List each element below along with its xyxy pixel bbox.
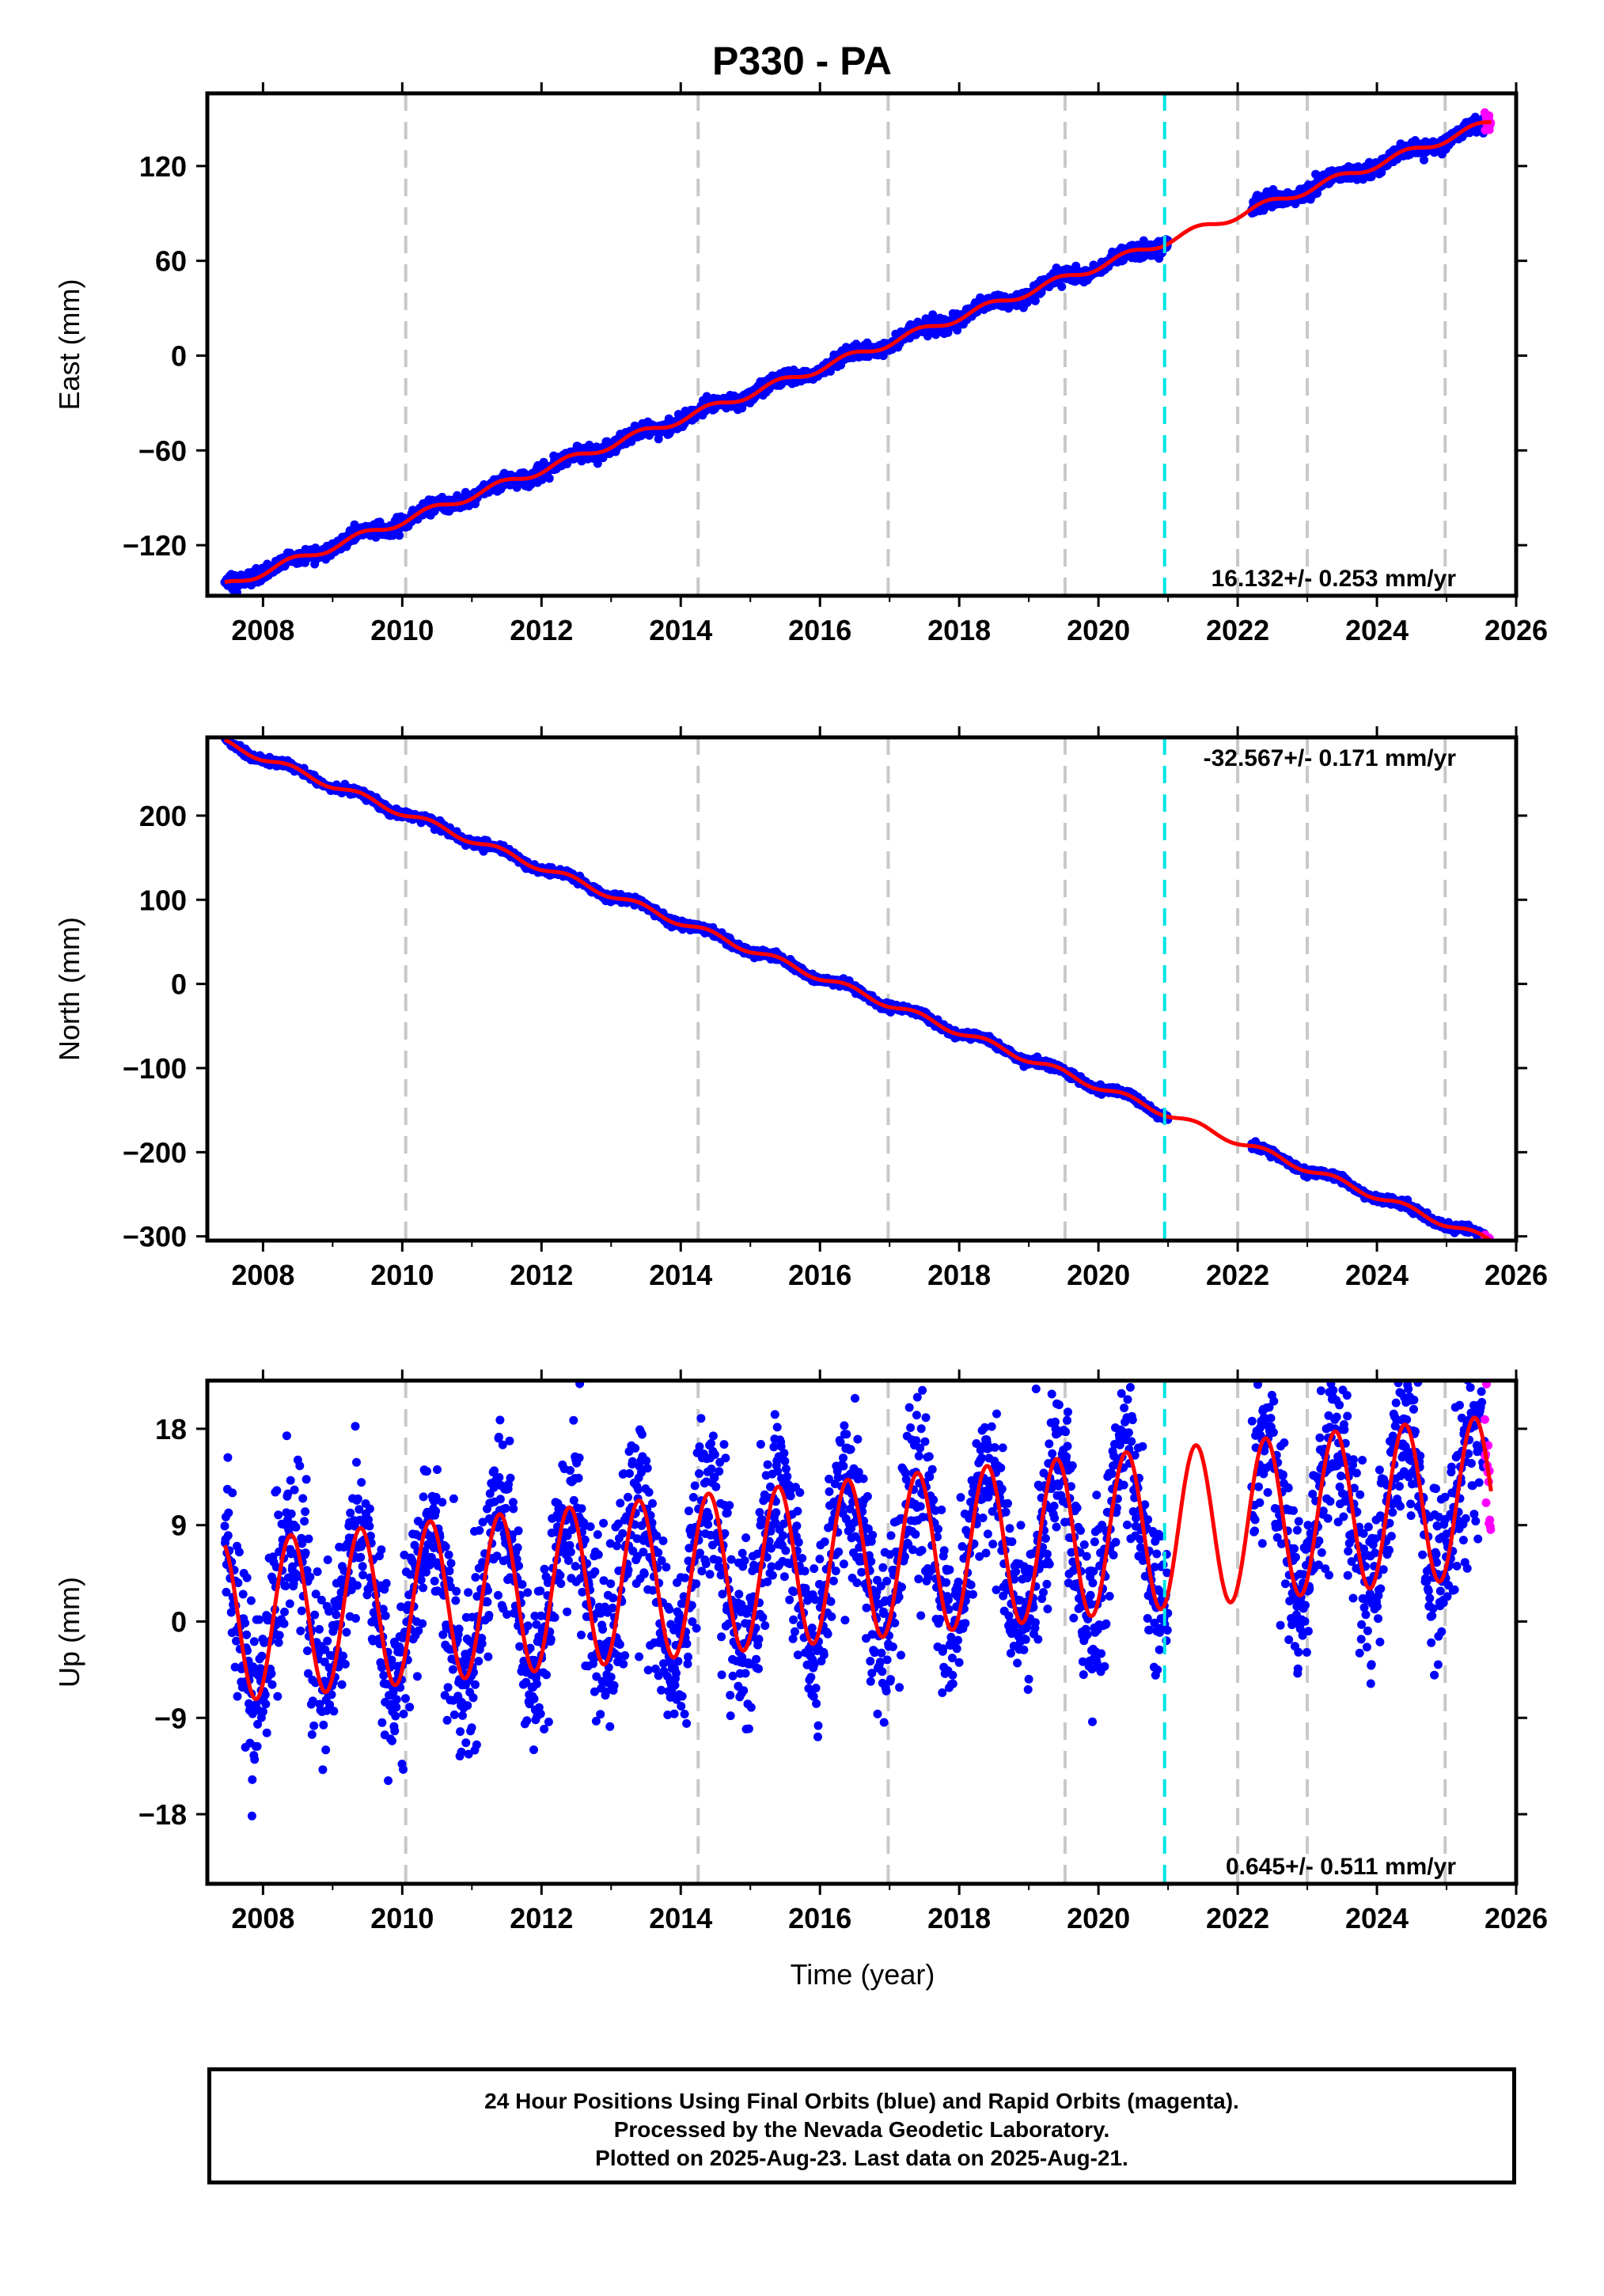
east-y-tick-label: −120	[123, 529, 187, 562]
east-final-orbit-point	[1377, 168, 1386, 177]
east-y-tick-label: 60	[155, 245, 187, 278]
east-x-tick-label: 2020	[1067, 614, 1130, 646]
east-x-tick-label: 2026	[1485, 614, 1548, 646]
east-final-orbit-point	[1420, 155, 1428, 165]
east-final-orbit-point	[923, 332, 932, 341]
east-final-orbit-point	[395, 531, 404, 540]
east-final-orbit-point	[738, 404, 747, 413]
east-x-tick-label: 2022	[1206, 614, 1269, 646]
north-panel: 2008 2010 2012 2014 2016 2018 2020 2022 2024 2026…	[53, 726, 1548, 1291]
east-rapid-orbit-point	[1485, 111, 1494, 120]
east-y-tick-label: 120	[139, 150, 187, 183]
east-final-orbit-point	[953, 325, 962, 335]
east-plot-area	[220, 93, 1496, 596]
east-final-orbit-point	[1030, 296, 1040, 305]
page-title: P330 - PA	[712, 39, 892, 83]
east-x-tick-label: 2010	[370, 614, 434, 646]
east-panel: 2008 2010 2012 2014 2016 2018 2020 2022 2024 2026…	[53, 82, 1548, 646]
east-final-orbit-point	[1057, 282, 1067, 291]
east-y-tick-label: 0	[171, 339, 187, 372]
east-rate-annotation: 16.132+/- 0.253 mm/yr	[1212, 566, 1457, 592]
north-plot-area	[221, 737, 1495, 1241]
east-x-tick-label: 2024	[1345, 614, 1409, 646]
east-final-orbit-points	[220, 112, 1489, 596]
east-final-orbit-point	[928, 310, 938, 320]
east-model-fit-line	[224, 119, 1492, 585]
time-series-figure: 2008 2010 2012 2014 2016 2018 2020 2022 2024 2026…	[53, 82, 1548, 1991]
east-x-tick-label: 2008	[231, 614, 294, 646]
east-frame	[205, 91, 1519, 598]
east-y-axis-label: East (mm)	[53, 279, 85, 411]
east-final-orbit-point	[544, 474, 554, 483]
east-x-tick-label: 2012	[510, 614, 573, 646]
east-y-tick-label: −60	[138, 434, 187, 467]
east-x-tick-label: 2018	[927, 614, 991, 646]
east-x-tick-label: 2016	[788, 614, 851, 646]
east-x-tick-label: 2014	[649, 614, 712, 646]
